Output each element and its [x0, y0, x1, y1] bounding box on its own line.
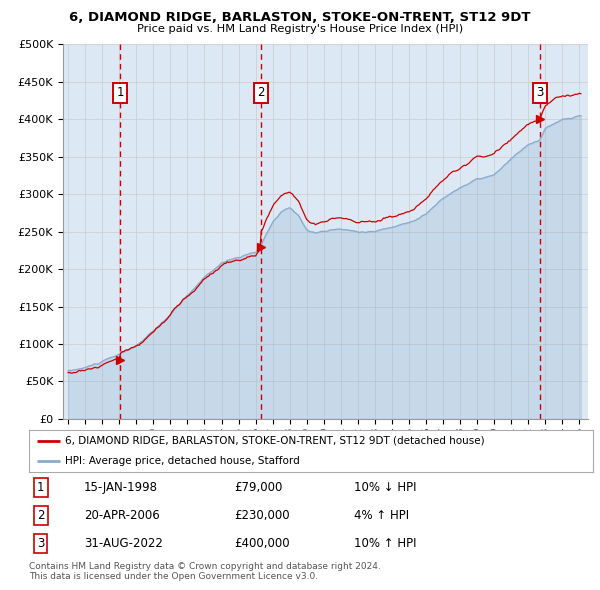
Text: 6, DIAMOND RIDGE, BARLASTON, STOKE-ON-TRENT, ST12 9DT (detached house): 6, DIAMOND RIDGE, BARLASTON, STOKE-ON-TR…	[65, 436, 485, 446]
Text: 3: 3	[37, 536, 44, 550]
Text: 1: 1	[116, 87, 124, 100]
Text: 2: 2	[257, 87, 265, 100]
Text: HPI: Average price, detached house, Stafford: HPI: Average price, detached house, Staf…	[65, 455, 300, 466]
Text: £230,000: £230,000	[234, 509, 290, 522]
Text: 2: 2	[37, 509, 44, 522]
Text: 1: 1	[37, 481, 44, 494]
Text: 31-AUG-2022: 31-AUG-2022	[84, 536, 163, 550]
Text: 20-APR-2006: 20-APR-2006	[84, 509, 160, 522]
Text: Contains HM Land Registry data © Crown copyright and database right 2024.
This d: Contains HM Land Registry data © Crown c…	[29, 562, 380, 581]
Text: 4% ↑ HPI: 4% ↑ HPI	[354, 509, 409, 522]
Text: 3: 3	[536, 87, 543, 100]
Text: £400,000: £400,000	[234, 536, 290, 550]
Text: 6, DIAMOND RIDGE, BARLASTON, STOKE-ON-TRENT, ST12 9DT: 6, DIAMOND RIDGE, BARLASTON, STOKE-ON-TR…	[69, 11, 531, 24]
Text: Price paid vs. HM Land Registry's House Price Index (HPI): Price paid vs. HM Land Registry's House …	[137, 24, 463, 34]
Text: 10% ↓ HPI: 10% ↓ HPI	[354, 481, 416, 494]
Text: 15-JAN-1998: 15-JAN-1998	[84, 481, 158, 494]
Text: 10% ↑ HPI: 10% ↑ HPI	[354, 536, 416, 550]
Text: £79,000: £79,000	[234, 481, 283, 494]
